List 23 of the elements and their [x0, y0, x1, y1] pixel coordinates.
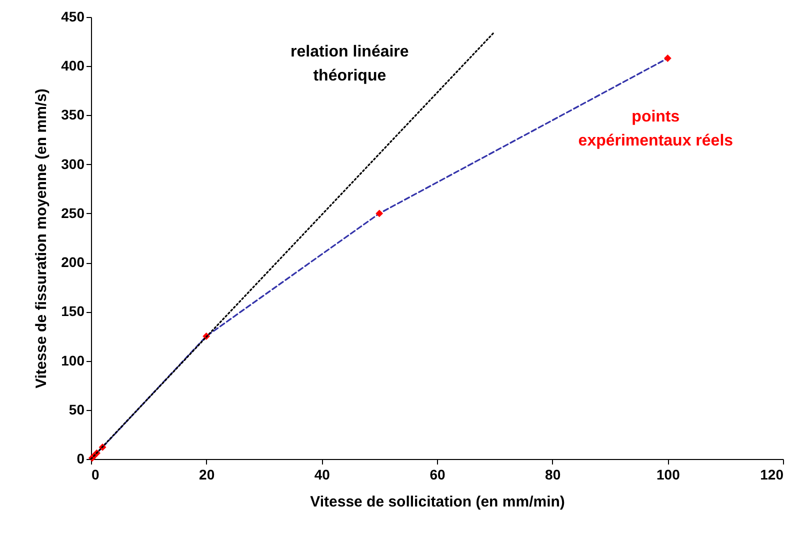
- y-tick-label: 250: [61, 204, 85, 221]
- text: points expérimentaux réels: [578, 108, 734, 150]
- x-tick-label: 20: [199, 466, 215, 482]
- y-tick-label: 0: [76, 450, 85, 466]
- y-tick-label: 100: [61, 352, 85, 368]
- point: [376, 210, 384, 218]
- series-label: relation linéaire théorique: [290, 44, 409, 85]
- x-axis-title: Vitesse de sollicitation (en mm/min): [310, 494, 565, 510]
- x-tick-label: 60: [430, 466, 446, 482]
- x-tick-label: 80: [545, 466, 561, 482]
- y-tick-label: 150: [61, 303, 85, 320]
- x-tick-label: 100: [656, 466, 680, 482]
- y-tick-label: 200: [61, 254, 85, 270]
- y-axis-title: Vitesse de fissuration moyenne (en mm/s): [33, 88, 50, 388]
- x-tick-label: 40: [314, 466, 330, 482]
- y-tick-label: 400: [61, 58, 85, 74]
- x-tick-label: 120: [760, 466, 784, 482]
- point: [664, 54, 672, 62]
- y-tick-label: 300: [61, 156, 85, 172]
- x-tick-label: 0: [92, 466, 100, 482]
- y-tick-label: 50: [68, 401, 85, 418]
- y-tick-label: 350: [61, 106, 85, 123]
- y-tick-label: 450: [61, 8, 85, 24]
